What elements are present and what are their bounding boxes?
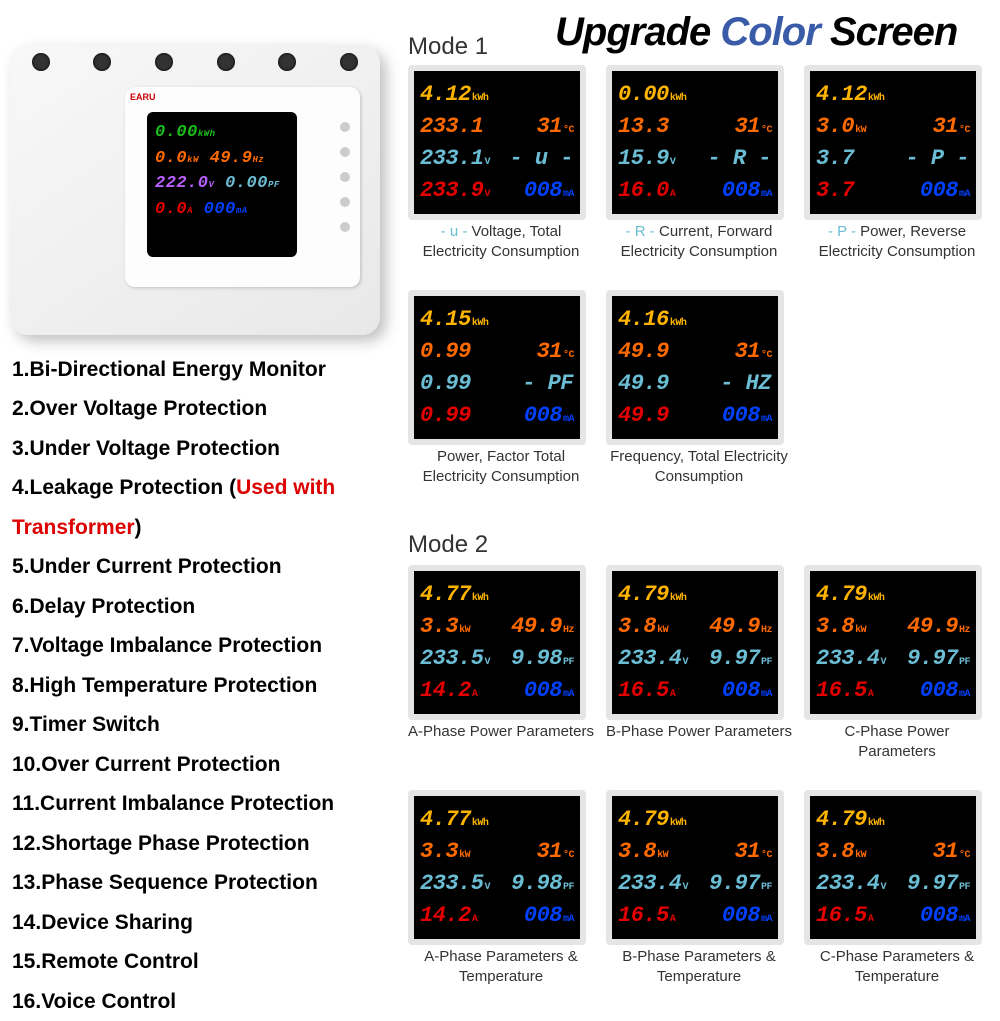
screen-caption: A-Phase Power Parameters (408, 722, 594, 742)
feature-item: 11.Current Imbalance Protection (12, 784, 392, 823)
screen-caption: A-Phase Parameters & Temperature (408, 947, 594, 986)
device-illustration: EARU 0.00kWh0.0kW 49.9Hz222.0V 0.00PF0.0… (10, 45, 380, 335)
lcd-screen: 4.79kWh3.8kW31°C233.4V9.97PF16.5A008mA (804, 790, 982, 945)
screen-caption: Power, Factor Total Electricity Consumpt… (408, 447, 594, 486)
device-display: 0.00kWh0.0kW 49.9Hz222.0V 0.00PF0.0A 000… (147, 112, 297, 257)
lcd-screen: 4.79kWh3.8kW31°C233.4V9.97PF16.5A008mA (606, 790, 784, 945)
screen-caption: C-Phase Parameters & Temperature (804, 947, 990, 986)
lcd-screen: 4.77kWh3.3kW49.9Hz233.5V9.98PF14.2A008mA (408, 565, 586, 720)
mode2b-grid: 4.77kWh3.3kW31°C233.5V9.98PF14.2A008mAA-… (408, 790, 990, 986)
lcd-screen: 0.00kWh13.331°C15.9V- R -16.0A008mA (606, 65, 784, 220)
feature-item: 12.Shortage Phase Protection (12, 824, 392, 863)
title-screen: Screen (830, 10, 957, 54)
feature-list: 1.Bi-Directional Energy Monitor2.Over Vo… (12, 350, 392, 1021)
feature-item: 13.Phase Sequence Protection (12, 863, 392, 902)
feature-item: 14.Device Sharing (12, 903, 392, 942)
mode-1-label: Mode 1 (408, 33, 488, 61)
lcd-screen: 4.15kWh0.9931°C0.99- PF0.99008mA (408, 290, 586, 445)
feature-item: 8.High Temperature Protection (12, 666, 392, 705)
lcd-screen: 4.12kWh3.0kW31°C3.7- P -3.7008mA (804, 65, 982, 220)
feature-item: 9.Timer Switch (12, 705, 392, 744)
page-title: Upgrade Color Screen (555, 10, 957, 55)
feature-item: 16.Voice Control (12, 982, 392, 1021)
lcd-screen: 4.79kWh3.8kW49.9Hz233.4V9.97PF16.5A008mA (804, 565, 982, 720)
feature-item: 2.Over Voltage Protection (12, 389, 392, 428)
feature-item: 10.Over Current Protection (12, 745, 392, 784)
screen-caption: Frequency, Total Electricity Consumption (606, 447, 792, 486)
feature-item: 7.Voltage Imbalance Protection (12, 626, 392, 665)
screen-caption: C-Phase Power Parameters (804, 722, 990, 761)
screen-caption: - P - Power, Reverse Electricity Consump… (804, 222, 990, 261)
mode1-grid: 4.12kWh233.131°C233.1V- u -233.9V008mA- … (408, 65, 990, 261)
title-color: Color (720, 10, 819, 54)
title-upgrade: Upgrade (555, 10, 710, 54)
lcd-screen: 4.77kWh3.3kW31°C233.5V9.98PF14.2A008mA (408, 790, 586, 945)
feature-item: 15.Remote Control (12, 942, 392, 981)
mode1b-grid: 4.15kWh0.9931°C0.99- PF0.99008mAPower, F… (408, 290, 792, 486)
feature-item: 3.Under Voltage Protection (12, 429, 392, 468)
screen-caption: B-Phase Power Parameters (606, 722, 792, 742)
lcd-screen: 4.16kWh49.931°C49.9- HZ49.9008mA (606, 290, 784, 445)
feature-item: 1.Bi-Directional Energy Monitor (12, 350, 392, 389)
device-brand: EARU (130, 92, 156, 102)
feature-item: 6.Delay Protection (12, 587, 392, 626)
screen-caption: - u - Voltage, Total Electricity Consump… (408, 222, 594, 261)
mode2-grid: 4.77kWh3.3kW49.9Hz233.5V9.98PF14.2A008mA… (408, 565, 990, 761)
feature-item: 4.Leakage Protection (Used with Transfor… (12, 468, 392, 547)
feature-item: 5.Under Current Protection (12, 547, 392, 586)
lcd-screen: 4.79kWh3.8kW49.9Hz233.4V9.97PF16.5A008mA (606, 565, 784, 720)
lcd-screen: 4.12kWh233.131°C233.1V- u -233.9V008mA (408, 65, 586, 220)
screen-caption: - R - Current, Forward Electricity Consu… (606, 222, 792, 261)
screen-caption: B-Phase Parameters & Temperature (606, 947, 792, 986)
mode-2-label: Mode 2 (408, 531, 488, 559)
